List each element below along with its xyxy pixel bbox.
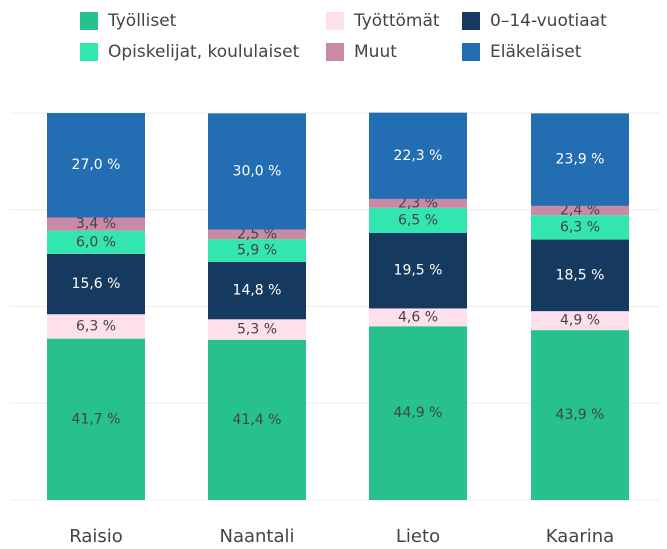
legend-swatch [80,12,98,30]
bar-segment [208,319,306,340]
bar-segment [47,314,145,339]
bar-segment [531,205,629,216]
value-label: 5,9 % [237,243,277,259]
value-label: 43,9 % [556,407,605,423]
legend-label: Työlliset [107,11,177,31]
bar-segment [208,229,306,240]
bar-segment [369,326,467,500]
bar-segment [369,112,467,199]
value-label: 22,3 % [394,148,443,164]
value-label: 2,3 % [398,195,438,211]
bar-segment [47,217,145,231]
bar-segment [208,239,306,262]
value-label: 4,9 % [560,313,600,329]
x-tick-label: Kaarina [546,526,614,547]
x-tick-label: Raisio [69,526,123,547]
legend-label: Opiskelijat, koululaiset [108,42,300,62]
value-label: 6,0 % [76,234,116,250]
value-label: 14,8 % [233,283,282,299]
legend-swatch [462,12,480,30]
bar-segment [47,338,145,500]
value-label: 2,4 % [560,203,600,219]
bar-segment [47,253,145,315]
bar-segment [531,330,629,500]
value-label: 41,7 % [72,411,121,427]
value-label: 4,6 % [398,309,438,325]
value-label: 41,4 % [233,412,282,428]
value-label: 6,3 % [76,318,116,334]
bar-segment [369,232,467,309]
value-label: 30,0 % [233,163,282,179]
bar-segment [208,113,306,230]
legend-label: Muut [354,42,397,62]
value-label: 3,4 % [76,216,116,232]
value-label: 15,6 % [72,276,121,292]
value-label: 19,5 % [394,263,443,279]
bar-segment [369,308,467,327]
legend-swatch [80,43,98,61]
value-label: 5,3 % [237,322,277,338]
value-label: 27,0 % [72,157,121,173]
value-label: 6,5 % [398,212,438,228]
x-tick-label: Naantali [219,526,294,547]
bar-segment [208,261,306,320]
value-label: 2,5 % [237,226,277,242]
bar-segment [47,230,145,254]
bar-segment [208,339,306,500]
bar-segment [531,215,629,240]
x-tick-label: Lieto [396,526,440,547]
legend-label: 0–14-vuotiaat [490,11,607,31]
bar-segment [369,198,467,208]
legend-swatch [462,43,480,61]
bar-segment [531,113,629,206]
legend-swatch [326,12,344,30]
bar-segment [531,239,629,312]
value-label: 18,5 % [556,267,605,283]
legend-label: Eläkeläiset [490,42,582,62]
bar-segment [47,113,145,218]
bar-segment [369,207,467,233]
bar-segment [531,311,629,331]
legend-swatch [326,43,344,61]
value-label: 6,3 % [560,219,600,235]
legend-label: Työttömät [353,11,440,31]
value-label: 23,9 % [556,152,605,168]
value-label: 44,9 % [394,405,443,421]
